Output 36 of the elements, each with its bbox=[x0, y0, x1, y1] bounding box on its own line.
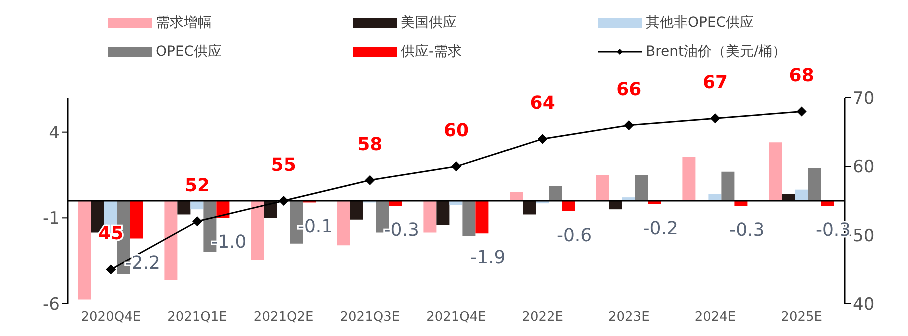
x-tick-label: 2020Q4E bbox=[81, 310, 142, 326]
legend-label: 需求增幅 bbox=[156, 14, 212, 32]
legend-label: 美国供应 bbox=[401, 14, 457, 32]
y2-tick-label: 70 bbox=[853, 89, 875, 110]
legend-label: 供应-需求 bbox=[401, 42, 462, 60]
x-tick-label: 2023E bbox=[608, 310, 650, 326]
y2-tick-label: 60 bbox=[853, 158, 875, 178]
data-label: 58 bbox=[358, 134, 383, 156]
data-label: 55 bbox=[271, 155, 296, 176]
data-label: -0.3 bbox=[384, 220, 420, 242]
y-tick-label: 4 bbox=[49, 123, 60, 144]
data-label: 68 bbox=[789, 66, 814, 87]
data-label: -0.2 bbox=[643, 218, 678, 240]
legend-label: OPEC供应 bbox=[156, 42, 222, 60]
y-tick-label: -6 bbox=[43, 295, 60, 316]
data-label: 45 bbox=[98, 224, 124, 245]
x-tick-label: 2021Q2E bbox=[254, 310, 314, 326]
data-label: 60 bbox=[444, 120, 470, 142]
data-label: 52 bbox=[184, 176, 210, 197]
data-label: -0.3 bbox=[730, 220, 765, 242]
data-label: -1.9 bbox=[470, 248, 506, 269]
y2-tick-label: 50 bbox=[853, 226, 875, 246]
x-tick-label: 2021Q3E bbox=[340, 310, 400, 326]
y-tick-label: -1 bbox=[43, 209, 60, 230]
data-label: 67 bbox=[702, 72, 728, 94]
legend-label: Brent油价（美元/桶） bbox=[646, 42, 787, 60]
x-tick-label: 2021Q1E bbox=[168, 310, 228, 326]
data-label: 66 bbox=[616, 79, 642, 100]
y2-tick-label: 40 bbox=[853, 295, 875, 316]
x-tick-label: 2022E bbox=[522, 310, 564, 326]
data-label: -0.6 bbox=[556, 225, 592, 246]
legend-label: 其他非OPEC供应 bbox=[646, 14, 754, 32]
x-tick-label: 2021Q4E bbox=[426, 310, 486, 326]
data-label: 64 bbox=[530, 93, 556, 114]
x-tick-label: 2025E bbox=[781, 310, 822, 326]
x-tick-label: 2024E bbox=[694, 310, 736, 326]
